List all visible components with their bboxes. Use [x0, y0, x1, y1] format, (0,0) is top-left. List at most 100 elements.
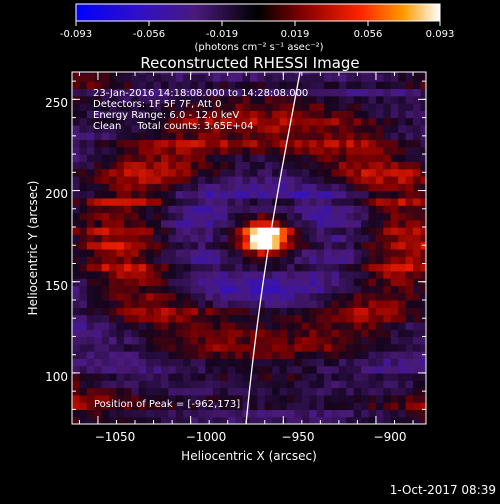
heatmap-cell [72, 409, 81, 418]
heatmap-cell [346, 73, 355, 82]
heatmap-cell [368, 124, 377, 133]
heatmap-cell [331, 168, 340, 177]
heatmap-cell [264, 197, 273, 206]
heatmap-cell [242, 205, 251, 214]
heatmap-cell [86, 139, 95, 148]
heatmap-cell [190, 343, 199, 352]
info-clean-counts: Clean Total counts: 3.65E+04 [93, 121, 253, 132]
heatmap-cell [272, 168, 281, 177]
heatmap-cell [160, 139, 169, 148]
heatmap-cell [361, 394, 370, 403]
heatmap-cell [249, 256, 258, 265]
heatmap-cell [249, 394, 258, 403]
heatmap-cell [235, 329, 244, 338]
heatmap-cell [301, 183, 310, 192]
heatmap-cell [361, 358, 370, 367]
heatmap-cell [101, 307, 110, 316]
heatmap-cell [123, 292, 132, 301]
heatmap-cell [220, 124, 229, 133]
heatmap-cell [294, 103, 303, 111]
colorbar-ticks [75, 21, 441, 26]
colorbar: -0.093 -0.056 -0.019 0.019 0.056 0.093 (… [60, 3, 454, 53]
heatmap-cell [227, 212, 236, 221]
heatmap-cell [294, 402, 303, 411]
heatmap-cell [138, 139, 147, 148]
heatmap-cell [220, 358, 229, 367]
heatmap-cell [383, 241, 392, 250]
heatmap-cell [116, 307, 125, 316]
heatmap-cell [198, 256, 207, 265]
heatmap-cell [212, 73, 221, 82]
heatmap-cell [205, 299, 214, 308]
heatmap-cell [79, 285, 88, 294]
heatmap-cell [101, 351, 110, 359]
heatmap-cell [146, 365, 155, 374]
heatmap-cell [316, 409, 325, 418]
heatmap-cell [249, 299, 258, 308]
heatmap-cell [405, 402, 414, 411]
heatmap-cell [183, 197, 192, 206]
heatmap-cell [309, 197, 318, 206]
heatmap-cell [405, 248, 414, 257]
heatmap-cell [212, 219, 221, 228]
heatmap-cell [183, 365, 192, 374]
heatmap-cell [286, 95, 295, 104]
heatmap-cell [353, 219, 362, 228]
heatmap-cell [353, 241, 362, 250]
heatmap-cell [346, 95, 355, 104]
heatmap-cell [390, 263, 399, 272]
heatmap-cell [375, 285, 384, 294]
heatmap-cell [153, 81, 162, 90]
heatmap-cell [242, 73, 251, 82]
heatmap-cell [190, 394, 199, 403]
heatmap-cell [301, 336, 310, 345]
heatmap-cell [101, 336, 110, 345]
heatmap-cell [175, 358, 184, 367]
heatmap-cell [146, 168, 155, 177]
heatmap-cell [368, 263, 377, 272]
heatmap-cell [383, 256, 392, 265]
heatmap-cell [309, 409, 318, 418]
heatmap-cell [205, 139, 214, 148]
plot-frame [71, 71, 427, 425]
heatmap-cell [235, 205, 244, 214]
heatmap-cell [131, 227, 140, 235]
heatmap-cell [101, 380, 110, 389]
heatmap-cell [390, 234, 399, 243]
heatmap-cell [398, 256, 407, 265]
heatmap-cell [249, 154, 258, 162]
heatmap-cell [368, 73, 377, 82]
heatmap-cell [398, 394, 407, 403]
heatmap-cell [242, 161, 251, 170]
heatmap-cell [235, 387, 244, 396]
heatmap-cell [146, 219, 155, 228]
heatmap-cell [405, 132, 414, 141]
heatmap-cell [153, 95, 162, 104]
heatmap-cell [212, 183, 221, 192]
heatmap-cell [242, 81, 251, 90]
heatmap-cell [249, 307, 258, 316]
heatmap-cell [86, 278, 95, 286]
heatmap-cell [346, 88, 355, 97]
heatmap-cell [383, 365, 392, 374]
heatmap-cell [227, 372, 236, 381]
heatmap-cell [272, 416, 281, 424]
heatmap-cell [168, 241, 177, 250]
heatmap-cell [72, 387, 81, 396]
heatmap-cell [242, 329, 251, 338]
heatmap-cell [116, 321, 125, 330]
heatmap-cell [242, 197, 251, 206]
heatmap-cell [346, 285, 355, 294]
heatmap-cell [257, 132, 266, 141]
heatmap-cell [375, 263, 384, 272]
heatmap-cell [146, 175, 155, 184]
heatmap-cell [375, 409, 384, 418]
heatmap-cell [116, 132, 125, 141]
heatmap-cell [242, 307, 251, 316]
heatmap-cell [190, 124, 199, 133]
heatmap-cell [235, 73, 244, 82]
heatmap-cell [131, 307, 140, 316]
heatmap-cell [301, 278, 310, 286]
heatmap-cell [153, 248, 162, 257]
heatmap-cell [375, 387, 384, 396]
